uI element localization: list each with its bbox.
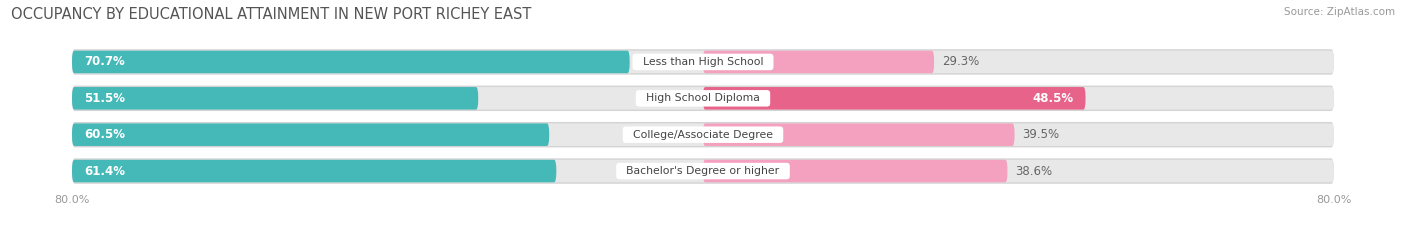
FancyBboxPatch shape (72, 87, 478, 110)
Text: 48.5%: 48.5% (1032, 92, 1074, 105)
Text: 61.4%: 61.4% (84, 164, 125, 178)
Text: 70.7%: 70.7% (84, 55, 125, 69)
Text: 39.5%: 39.5% (1022, 128, 1060, 141)
FancyBboxPatch shape (703, 160, 1008, 182)
FancyBboxPatch shape (703, 51, 934, 73)
FancyBboxPatch shape (72, 123, 1334, 146)
FancyBboxPatch shape (72, 86, 1334, 111)
Text: Less than High School: Less than High School (636, 57, 770, 67)
FancyBboxPatch shape (72, 87, 1334, 110)
FancyBboxPatch shape (72, 160, 1334, 182)
Text: 51.5%: 51.5% (84, 92, 125, 105)
FancyBboxPatch shape (72, 158, 1334, 184)
FancyBboxPatch shape (72, 160, 557, 182)
Text: College/Associate Degree: College/Associate Degree (626, 130, 780, 140)
FancyBboxPatch shape (72, 122, 1334, 147)
Text: Bachelor's Degree or higher: Bachelor's Degree or higher (620, 166, 786, 176)
Text: 38.6%: 38.6% (1015, 164, 1053, 178)
Text: Source: ZipAtlas.com: Source: ZipAtlas.com (1284, 7, 1395, 17)
FancyBboxPatch shape (703, 123, 1015, 146)
FancyBboxPatch shape (72, 51, 1334, 73)
FancyBboxPatch shape (72, 51, 630, 73)
Text: 60.5%: 60.5% (84, 128, 125, 141)
Text: 29.3%: 29.3% (942, 55, 979, 69)
FancyBboxPatch shape (72, 49, 1334, 75)
Text: OCCUPANCY BY EDUCATIONAL ATTAINMENT IN NEW PORT RICHEY EAST: OCCUPANCY BY EDUCATIONAL ATTAINMENT IN N… (11, 7, 531, 22)
Text: High School Diploma: High School Diploma (640, 93, 766, 103)
FancyBboxPatch shape (703, 87, 1085, 110)
FancyBboxPatch shape (72, 123, 550, 146)
